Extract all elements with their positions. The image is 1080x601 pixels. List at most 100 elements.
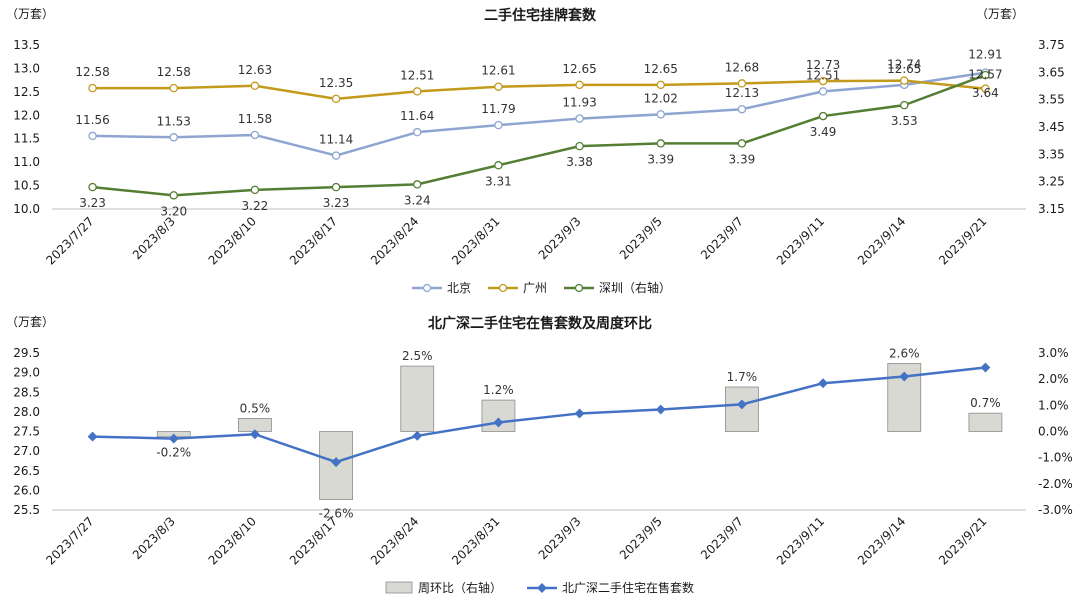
top-label-shenzhen-7: 3.39 xyxy=(647,152,674,166)
top-label-beijing-9: 12.51 xyxy=(806,68,840,82)
bottom-left-tick-5: 28.0 xyxy=(13,405,40,419)
legend-label-guangzhou: 广州 xyxy=(523,281,547,295)
top-x-tick-0: 2023/7/27 xyxy=(43,214,96,267)
top-point-guangzhou-11 xyxy=(981,84,990,93)
top-right-tick-3: 3.45 xyxy=(1038,120,1065,134)
top-label-guangzhou-8: 12.68 xyxy=(725,60,759,74)
top-label-guangzhou-6: 12.65 xyxy=(562,62,596,76)
bottom-point-11 xyxy=(980,362,991,373)
bottom-point-4 xyxy=(412,430,423,441)
top-label-guangzhou-4: 12.51 xyxy=(400,68,434,82)
top-series-line-guangzhou xyxy=(92,79,986,101)
bottom-x-tick-11: 2023/9/21 xyxy=(936,514,989,567)
bottom-point-3 xyxy=(331,457,342,468)
top-left-tick-7: 13.5 xyxy=(13,38,40,52)
top-x-tick-3: 2023/8/17 xyxy=(287,214,340,267)
top-label-shenzhen-0: 3.23 xyxy=(79,196,106,210)
bottom-bar-label-3: -2.6% xyxy=(319,507,354,521)
top-label-shenzhen-9: 3.49 xyxy=(810,125,837,139)
bottom-bar-label-8: 1.7% xyxy=(727,370,758,384)
bottom-x-tick-8: 2023/9/7 xyxy=(698,514,746,562)
top-point-beijing-2 xyxy=(250,130,260,140)
bottom-point-7 xyxy=(655,404,666,415)
bottom-right-tick-2: -1.0% xyxy=(1038,451,1073,465)
top-point-shenzhen-2 xyxy=(250,185,260,195)
top-left-tick-5: 12.5 xyxy=(13,85,40,99)
bottom-left-tick-1: 26.0 xyxy=(13,483,40,497)
top-chart-right-ticks: 3.15 3.25 3.35 3.45 3.55 3.65 3.75 xyxy=(1038,38,1065,216)
top-point-guangzhou-3 xyxy=(331,94,341,104)
top-series-line-shenzhen xyxy=(92,73,986,197)
top-left-tick-3: 11.5 xyxy=(13,132,40,146)
bottom-bar-4 xyxy=(400,365,435,432)
top-right-tick-1: 3.25 xyxy=(1038,175,1065,189)
top-label-beijing-0: 11.56 xyxy=(75,113,109,127)
top-chart-x-ticks: 2023/7/27 2023/8/3 2023/8/10 2023/8/17 2023/… xyxy=(43,214,989,267)
bottom-bar-label-2: 0.5% xyxy=(240,401,271,415)
top-label-beijing-2: 11.58 xyxy=(238,112,272,126)
top-point-shenzhen-7 xyxy=(656,139,666,148)
top-left-tick-1: 10.5 xyxy=(13,179,40,193)
bottom-left-tick-6: 28.5 xyxy=(13,385,40,399)
top-point-guangzhou-5 xyxy=(494,82,503,91)
legend-label-beijing: 北京 xyxy=(447,281,471,295)
top-chart-legend: 北京 广州 深圳（右轴） xyxy=(412,280,671,295)
top-point-shenzhen-10 xyxy=(900,100,909,110)
bottom-right-tick-4: 1.0% xyxy=(1038,398,1069,412)
legend-item-guangzhou: 广州 xyxy=(488,281,547,295)
legend-marker-guangzhou xyxy=(498,283,508,293)
top-point-shenzhen-3 xyxy=(331,182,341,192)
top-point-guangzhou-1 xyxy=(169,83,178,93)
top-label-guangzhou-3: 12.35 xyxy=(319,76,353,90)
top-label-shenzhen-11: 3.64 xyxy=(972,86,999,100)
top-point-beijing-5 xyxy=(494,120,503,130)
top-point-beijing-1 xyxy=(169,133,178,142)
top-label-beijing-5: 11.79 xyxy=(481,102,515,116)
bottom-chart-bars xyxy=(156,363,1003,500)
bottom-chart-legend: 周环比（右轴） 北广深二手住宅在售套数 xyxy=(385,580,694,595)
bottom-bar-label-4: 2.5% xyxy=(402,349,433,363)
top-label-guangzhou-2: 12.63 xyxy=(238,63,272,77)
top-label-shenzhen-2: 3.22 xyxy=(242,199,269,213)
legend-item-shenzhen: 深圳（右轴） xyxy=(564,280,671,295)
bottom-chart-x-ticks: 2023/7/27 2023/8/3 2023/8/10 2023/8/17 2023/… xyxy=(43,514,989,567)
bottom-x-tick-2: 2023/8/10 xyxy=(206,514,259,567)
top-point-beijing-3 xyxy=(331,151,341,160)
bottom-right-tick-3: 0.0% xyxy=(1038,425,1069,439)
top-point-guangzhou-2 xyxy=(250,81,260,91)
bottom-chart-data-labels: 0.5% -2.6% 2.5% 1.2% 1.7% 2.6% 0.7% -0.2% xyxy=(156,346,1000,520)
bottom-left-tick-2: 26.5 xyxy=(13,464,40,478)
bottom-right-tick-0: -3.0% xyxy=(1038,503,1073,517)
top-right-tick-0: 3.15 xyxy=(1038,202,1065,216)
top-x-tick-2: 2023/8/10 xyxy=(206,214,259,267)
top-right-tick-4: 3.55 xyxy=(1038,93,1065,107)
top-point-guangzhou-8 xyxy=(737,79,747,88)
top-right-tick-5: 3.65 xyxy=(1038,65,1065,79)
top-label-beijing-4: 11.64 xyxy=(400,109,434,123)
top-left-tick-2: 11.0 xyxy=(13,155,40,169)
bottom-chart-line xyxy=(87,362,991,468)
top-right-tick-6: 3.75 xyxy=(1038,38,1065,52)
top-x-tick-11: 2023/9/21 xyxy=(936,214,989,267)
legend-marker-total-listings xyxy=(537,583,547,593)
top-label-guangzhou-7: 12.65 xyxy=(644,62,678,76)
top-label-guangzhou-1: 12.58 xyxy=(157,65,191,79)
top-x-tick-1: 2023/8/3 xyxy=(130,214,178,262)
bottom-bar-label-11: 0.7% xyxy=(970,396,1001,410)
top-label-shenzhen-3: 3.23 xyxy=(323,196,350,210)
top-point-beijing-0 xyxy=(88,131,97,141)
top-chart-title: 二手住宅挂牌套数 xyxy=(484,7,597,24)
top-label-beijing-1: 11.53 xyxy=(157,114,191,128)
top-x-tick-6: 2023/9/3 xyxy=(536,214,584,262)
top-point-shenzhen-1 xyxy=(169,191,178,200)
top-label-guangzhou-5: 12.61 xyxy=(481,64,515,78)
bottom-right-tick-1: -2.0% xyxy=(1038,477,1073,491)
legend-label-total-listings: 北广深二手住宅在售套数 xyxy=(562,580,694,595)
bottom-series-line-total xyxy=(92,366,986,464)
top-label-guangzhou-9: 12.73 xyxy=(806,58,840,72)
bottom-point-6 xyxy=(574,408,585,419)
top-x-tick-9: 2023/9/11 xyxy=(774,214,827,267)
top-point-shenzhen-6 xyxy=(575,141,584,151)
bottom-chart-left-unit: （万套） xyxy=(6,315,54,329)
bottom-point-0 xyxy=(87,431,98,442)
